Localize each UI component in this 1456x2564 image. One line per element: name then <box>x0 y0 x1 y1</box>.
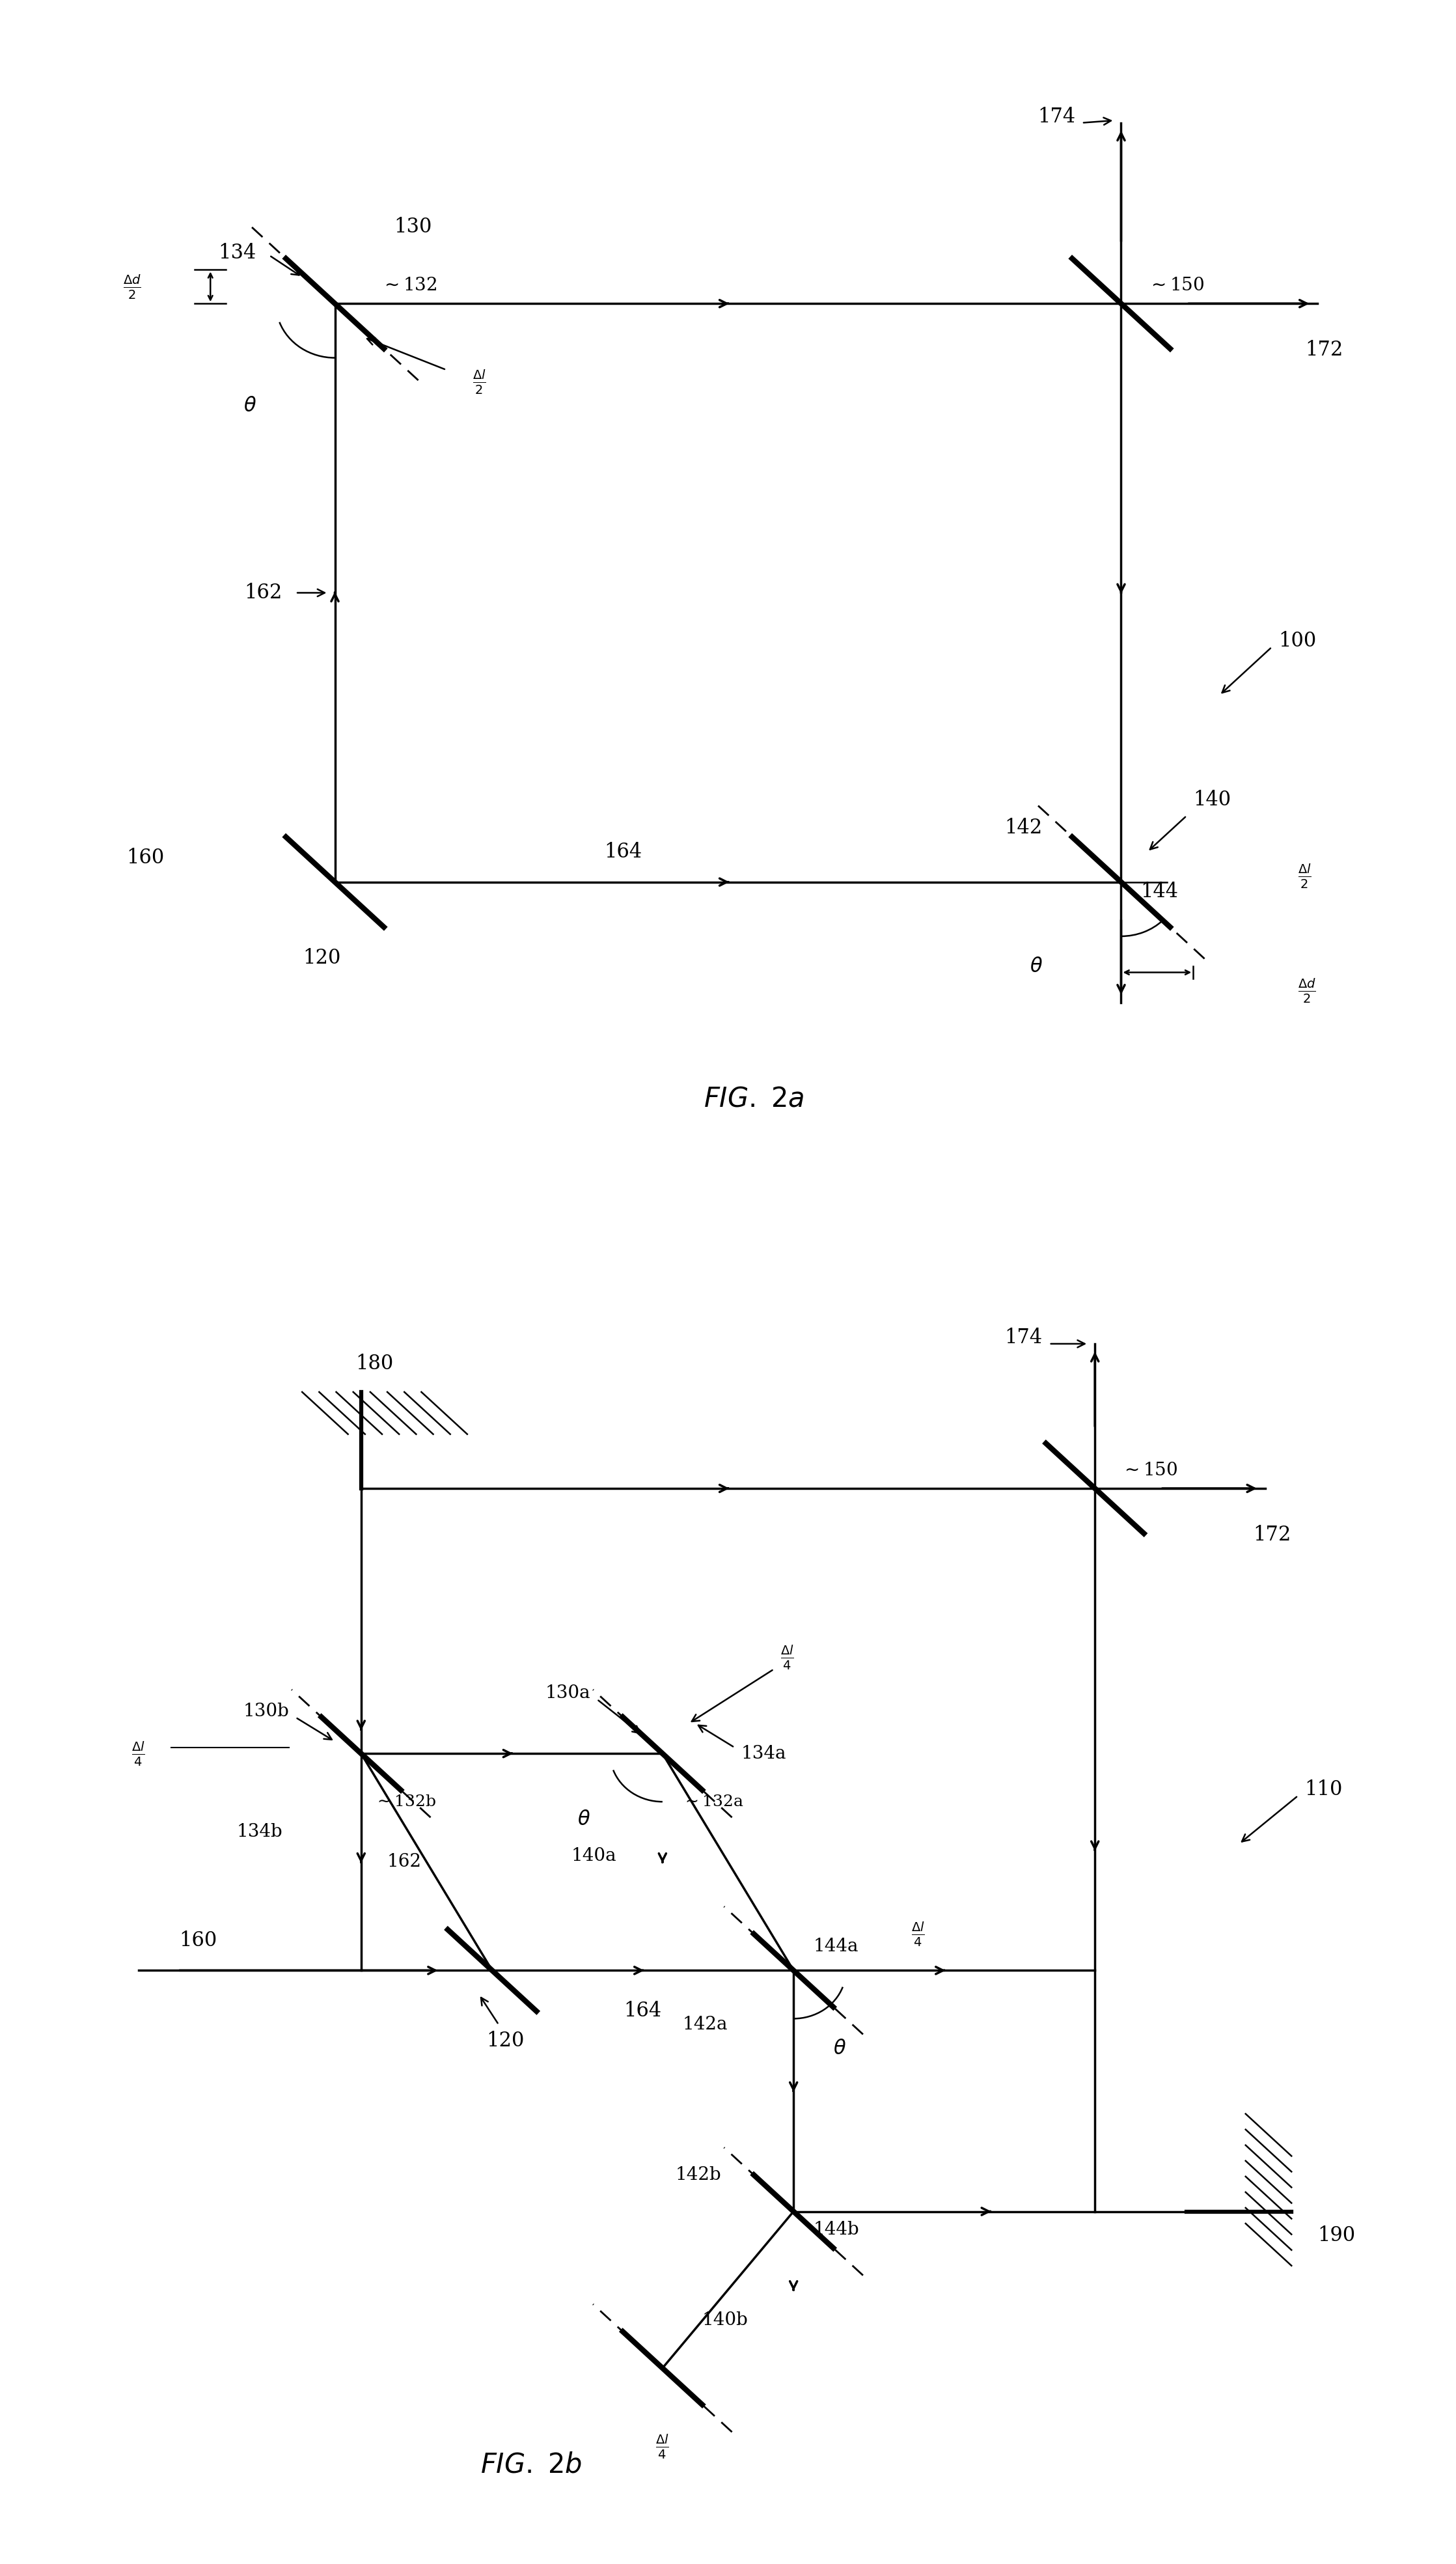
Text: 110: 110 <box>1305 1779 1342 1800</box>
Text: $\sim$132a: $\sim$132a <box>683 1795 744 1810</box>
Text: $\frac{\Delta l}{2}$: $\frac{\Delta l}{2}$ <box>1299 862 1312 890</box>
Text: 144a: 144a <box>814 1938 859 1956</box>
Text: 142: 142 <box>1005 818 1042 838</box>
Text: 190: 190 <box>1318 2226 1356 2246</box>
Text: 180: 180 <box>355 1354 393 1374</box>
Text: 174: 174 <box>1038 108 1076 126</box>
Text: 144b: 144b <box>814 2220 859 2238</box>
Text: $\theta$: $\theta$ <box>833 2038 846 2059</box>
Text: 162: 162 <box>387 1854 422 1872</box>
Text: $\sim$150: $\sim$150 <box>1147 277 1204 295</box>
Text: 164: 164 <box>625 2000 661 2020</box>
Text: 174: 174 <box>1005 1328 1042 1349</box>
Text: 140: 140 <box>1194 790 1230 810</box>
Text: $\theta$: $\theta$ <box>578 1810 590 1831</box>
Text: 160: 160 <box>127 849 165 869</box>
Text: $\frac{\Delta d}{2}$: $\frac{\Delta d}{2}$ <box>1299 977 1316 1005</box>
Text: 130a: 130a <box>545 1685 591 1702</box>
Text: 164: 164 <box>604 841 642 862</box>
Text: $\frac{\Delta l}{2}$: $\frac{\Delta l}{2}$ <box>472 369 486 395</box>
Text: 140b: 140b <box>702 2310 748 2328</box>
Text: 172: 172 <box>1305 341 1344 359</box>
Text: $\frac{\Delta l}{4}$: $\frac{\Delta l}{4}$ <box>780 1644 794 1672</box>
Text: $FIG.\ 2b$: $FIG.\ 2b$ <box>480 2451 582 2479</box>
Text: $\theta$: $\theta$ <box>243 395 256 415</box>
Text: 172: 172 <box>1252 1526 1291 1544</box>
Text: 140a: 140a <box>571 1846 617 1864</box>
Text: $\theta$: $\theta$ <box>1029 956 1042 977</box>
Text: 160: 160 <box>179 1931 217 1951</box>
Text: $\frac{\Delta l}{4}$: $\frac{\Delta l}{4}$ <box>911 1920 925 1949</box>
Text: 162: 162 <box>245 582 282 603</box>
Text: 120: 120 <box>303 949 341 969</box>
Text: 134: 134 <box>218 244 256 264</box>
Text: $\frac{\Delta l}{4}$: $\frac{\Delta l}{4}$ <box>655 2433 670 2461</box>
Text: $\frac{\Delta l}{4}$: $\frac{\Delta l}{4}$ <box>131 1738 146 1767</box>
Text: 130: 130 <box>395 218 432 238</box>
Text: 142b: 142b <box>676 2167 722 2185</box>
Text: 100: 100 <box>1278 631 1316 651</box>
Text: 134a: 134a <box>741 1744 786 1761</box>
Text: $\sim$132b: $\sim$132b <box>374 1795 437 1810</box>
Text: 120: 120 <box>486 2031 524 2051</box>
Text: $\frac{\Delta d}{2}$: $\frac{\Delta d}{2}$ <box>122 272 141 300</box>
Text: $\sim$150: $\sim$150 <box>1121 1461 1178 1479</box>
Text: 134b: 134b <box>236 1823 282 1841</box>
Text: $\sim$132: $\sim$132 <box>381 277 437 295</box>
Text: 130b: 130b <box>243 1702 290 1720</box>
Text: $FIG.\ 2a$: $FIG.\ 2a$ <box>703 1085 805 1113</box>
Text: 144: 144 <box>1142 882 1178 903</box>
Text: 142a: 142a <box>683 2015 728 2033</box>
